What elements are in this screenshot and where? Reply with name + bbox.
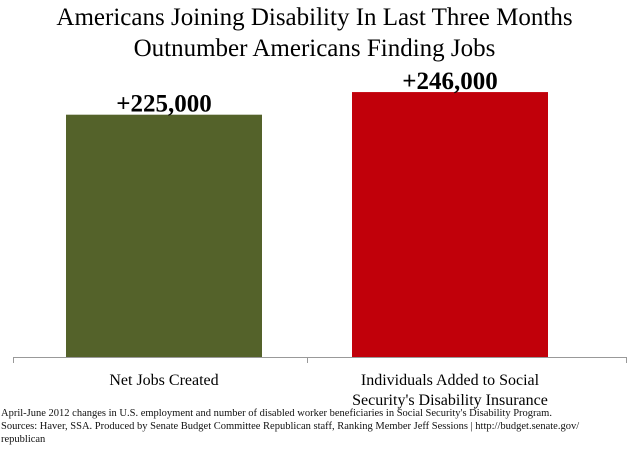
category-label-1: Net Jobs Created (109, 372, 218, 389)
bar-2-data-label: +246,000 (402, 68, 498, 95)
chart-title-line-2: Outnumber Americans Finding Jobs (133, 35, 496, 62)
bar-2 (352, 92, 548, 358)
footnote-sources: Sources: Haver, SSA. Produced by Senate … (1, 421, 580, 432)
bar-1 (66, 114, 262, 357)
footnote-description: April-June 2012 changes in U.S. employme… (1, 408, 552, 419)
category-label-2-line-1: Individuals Added to Social (361, 372, 540, 389)
bar-1-data-label: +225,000 (116, 91, 212, 118)
footnote-sources-continued: republican (1, 434, 46, 445)
chart-title-line-1: Americans Joining Disability In Last Thr… (56, 4, 573, 31)
category-label-2-line-2: Security's Disability Insurance (352, 392, 548, 409)
